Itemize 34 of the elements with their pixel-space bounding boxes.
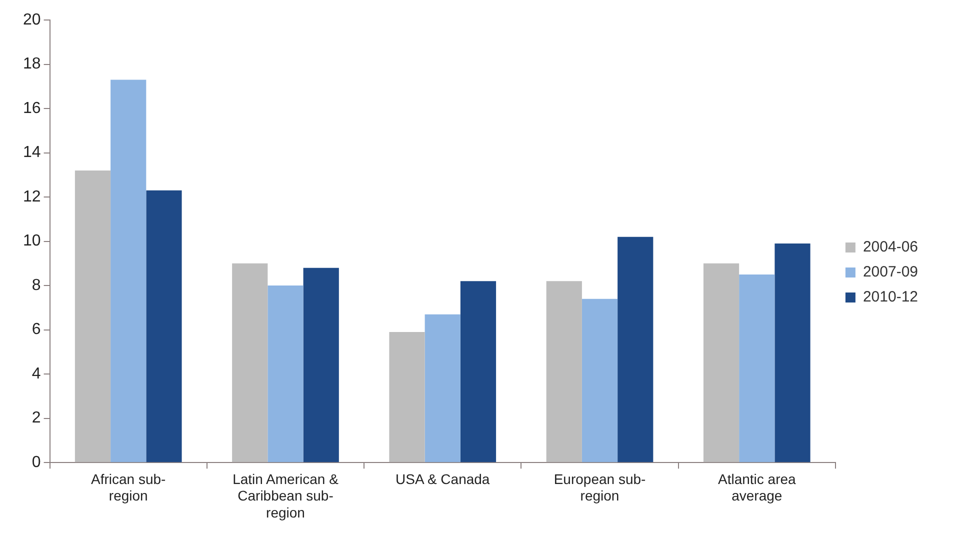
x-tick-label: Atlantic area average	[718, 470, 796, 504]
bar	[739, 274, 775, 462]
y-tick-label: 10	[23, 232, 41, 250]
bar	[424, 314, 460, 462]
y-tick-label: 2	[32, 410, 41, 427]
x-tick-label: European sub-region	[554, 470, 646, 504]
x-tick-label: USA & Canada	[396, 470, 490, 487]
bar	[268, 286, 304, 462]
legend-label: 2010-12	[862, 288, 918, 306]
bar	[232, 263, 268, 462]
bar	[582, 298, 618, 462]
x-tick-label: African sub-region	[91, 470, 166, 504]
bar	[389, 332, 425, 462]
y-tick-label: 4	[32, 365, 41, 382]
y-tick-label: 12	[23, 188, 41, 206]
bar	[110, 80, 146, 462]
bar	[546, 281, 582, 462]
x-tick-label: Latin American & Caribbean sub-region	[232, 470, 340, 520]
bar	[146, 190, 182, 462]
y-tick-label: 16	[23, 100, 41, 117]
bar	[774, 244, 810, 462]
y-tick-label: 14	[23, 144, 41, 162]
y-tick-label: 0	[32, 454, 41, 472]
bar	[618, 236, 654, 462]
legend-label: 2004-06	[862, 238, 918, 256]
y-tick-label: 18	[23, 56, 41, 73]
bar	[703, 263, 740, 462]
bar	[460, 281, 496, 462]
y-tick-label: 8	[32, 276, 41, 294]
bar	[303, 268, 339, 462]
y-tick-label: 20	[23, 11, 41, 28]
bar	[74, 170, 111, 462]
legend-label: 2007-09	[862, 264, 918, 281]
y-tick-label: 6	[32, 321, 41, 338]
